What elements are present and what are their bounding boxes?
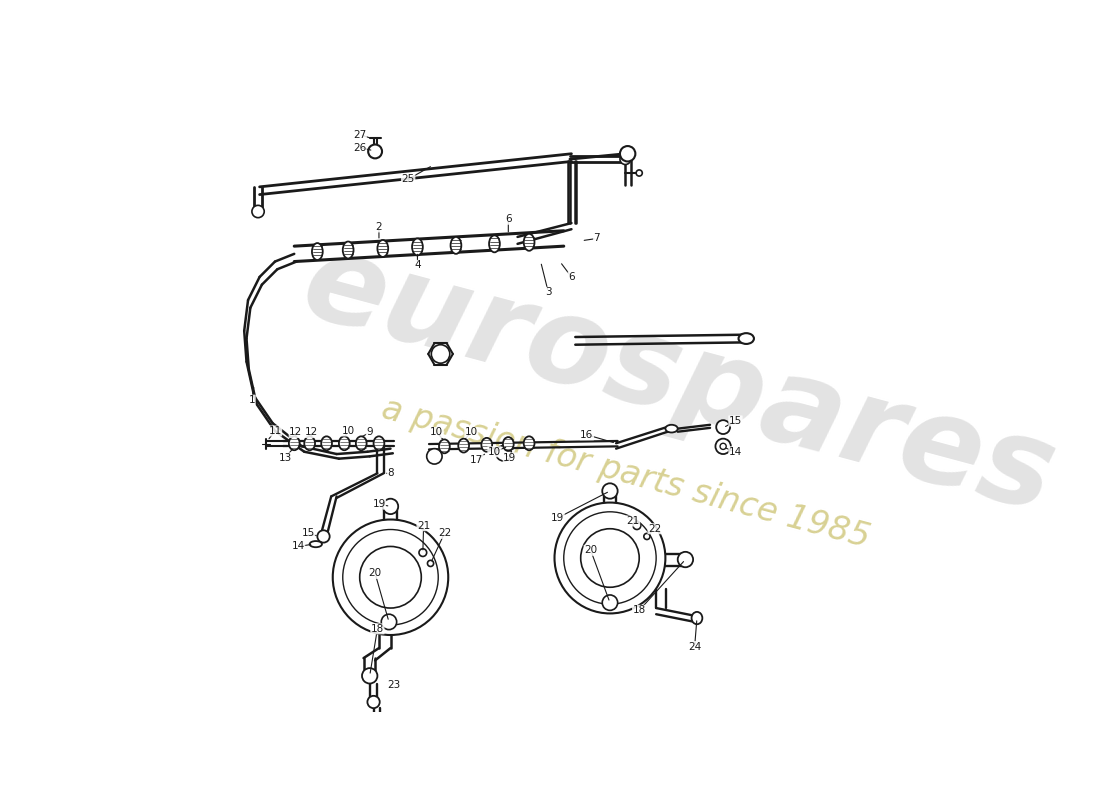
Ellipse shape	[289, 436, 299, 450]
Circle shape	[678, 552, 693, 567]
Circle shape	[620, 146, 636, 162]
Circle shape	[427, 449, 442, 464]
Text: 24: 24	[688, 642, 702, 651]
Ellipse shape	[459, 438, 469, 453]
Circle shape	[634, 522, 641, 530]
Text: 17: 17	[470, 455, 483, 466]
Text: 12: 12	[305, 427, 318, 438]
Text: 13: 13	[278, 453, 292, 463]
Text: 19: 19	[551, 513, 564, 523]
Circle shape	[644, 534, 650, 539]
Text: 8: 8	[387, 468, 394, 478]
Text: 2: 2	[375, 222, 383, 232]
Text: 15: 15	[729, 416, 743, 426]
Circle shape	[368, 145, 382, 158]
Ellipse shape	[503, 437, 514, 451]
Ellipse shape	[377, 240, 388, 257]
Text: 27: 27	[353, 130, 366, 139]
Ellipse shape	[412, 238, 422, 255]
Text: 14: 14	[292, 542, 305, 551]
Text: 18: 18	[371, 624, 384, 634]
Ellipse shape	[490, 235, 499, 252]
Circle shape	[431, 345, 450, 363]
Text: 21: 21	[417, 521, 430, 530]
Text: eurospares: eurospares	[290, 224, 1068, 538]
Ellipse shape	[355, 436, 366, 450]
Text: 7: 7	[594, 234, 601, 243]
Text: 18: 18	[632, 606, 646, 615]
Text: 11: 11	[268, 426, 282, 436]
Circle shape	[603, 595, 618, 610]
Text: 22: 22	[438, 528, 451, 538]
Text: 6: 6	[568, 272, 575, 282]
Text: 26: 26	[353, 142, 366, 153]
Circle shape	[362, 668, 377, 683]
Circle shape	[332, 519, 449, 635]
Text: 9: 9	[366, 427, 373, 438]
Ellipse shape	[305, 436, 315, 450]
Text: 19: 19	[372, 499, 386, 509]
Circle shape	[554, 502, 666, 614]
Circle shape	[581, 529, 639, 587]
Ellipse shape	[524, 436, 535, 450]
Ellipse shape	[321, 436, 332, 450]
Circle shape	[428, 560, 433, 566]
Text: 10: 10	[488, 446, 501, 457]
Circle shape	[496, 446, 512, 461]
Ellipse shape	[439, 439, 450, 454]
Text: 4: 4	[414, 261, 421, 270]
Text: 10: 10	[342, 426, 354, 436]
Circle shape	[383, 498, 398, 514]
Ellipse shape	[310, 541, 322, 547]
Circle shape	[636, 170, 642, 176]
Circle shape	[716, 420, 730, 434]
Text: a passion for parts since 1985: a passion for parts since 1985	[377, 392, 873, 554]
Ellipse shape	[692, 612, 703, 624]
Text: 10: 10	[430, 427, 443, 438]
Ellipse shape	[343, 242, 353, 258]
Ellipse shape	[666, 425, 678, 433]
Circle shape	[419, 549, 427, 557]
Circle shape	[620, 154, 630, 165]
Text: 14: 14	[729, 446, 743, 457]
Text: 12: 12	[289, 427, 302, 438]
Ellipse shape	[524, 234, 535, 250]
Circle shape	[603, 483, 618, 498]
Circle shape	[252, 206, 264, 218]
Text: 15: 15	[301, 528, 315, 538]
Circle shape	[563, 512, 656, 604]
Text: 16: 16	[580, 430, 594, 440]
Circle shape	[382, 614, 397, 630]
Text: 21: 21	[626, 516, 640, 526]
Text: 3: 3	[544, 287, 552, 298]
Text: 1: 1	[249, 395, 255, 405]
Circle shape	[343, 530, 438, 625]
Circle shape	[715, 438, 730, 454]
Circle shape	[317, 530, 330, 542]
Ellipse shape	[451, 237, 461, 254]
Circle shape	[720, 443, 726, 450]
Text: 22: 22	[648, 524, 661, 534]
Ellipse shape	[374, 436, 384, 450]
Text: 25: 25	[402, 174, 415, 184]
Text: 10: 10	[465, 427, 477, 438]
Ellipse shape	[482, 438, 492, 452]
Text: 20: 20	[368, 568, 382, 578]
Ellipse shape	[738, 333, 754, 344]
Text: 6: 6	[505, 214, 512, 224]
Circle shape	[367, 696, 380, 708]
Ellipse shape	[339, 436, 350, 450]
Circle shape	[360, 546, 421, 608]
Text: 23: 23	[387, 680, 402, 690]
Ellipse shape	[312, 243, 322, 260]
Text: 20: 20	[584, 546, 597, 555]
Text: 19: 19	[503, 453, 517, 463]
